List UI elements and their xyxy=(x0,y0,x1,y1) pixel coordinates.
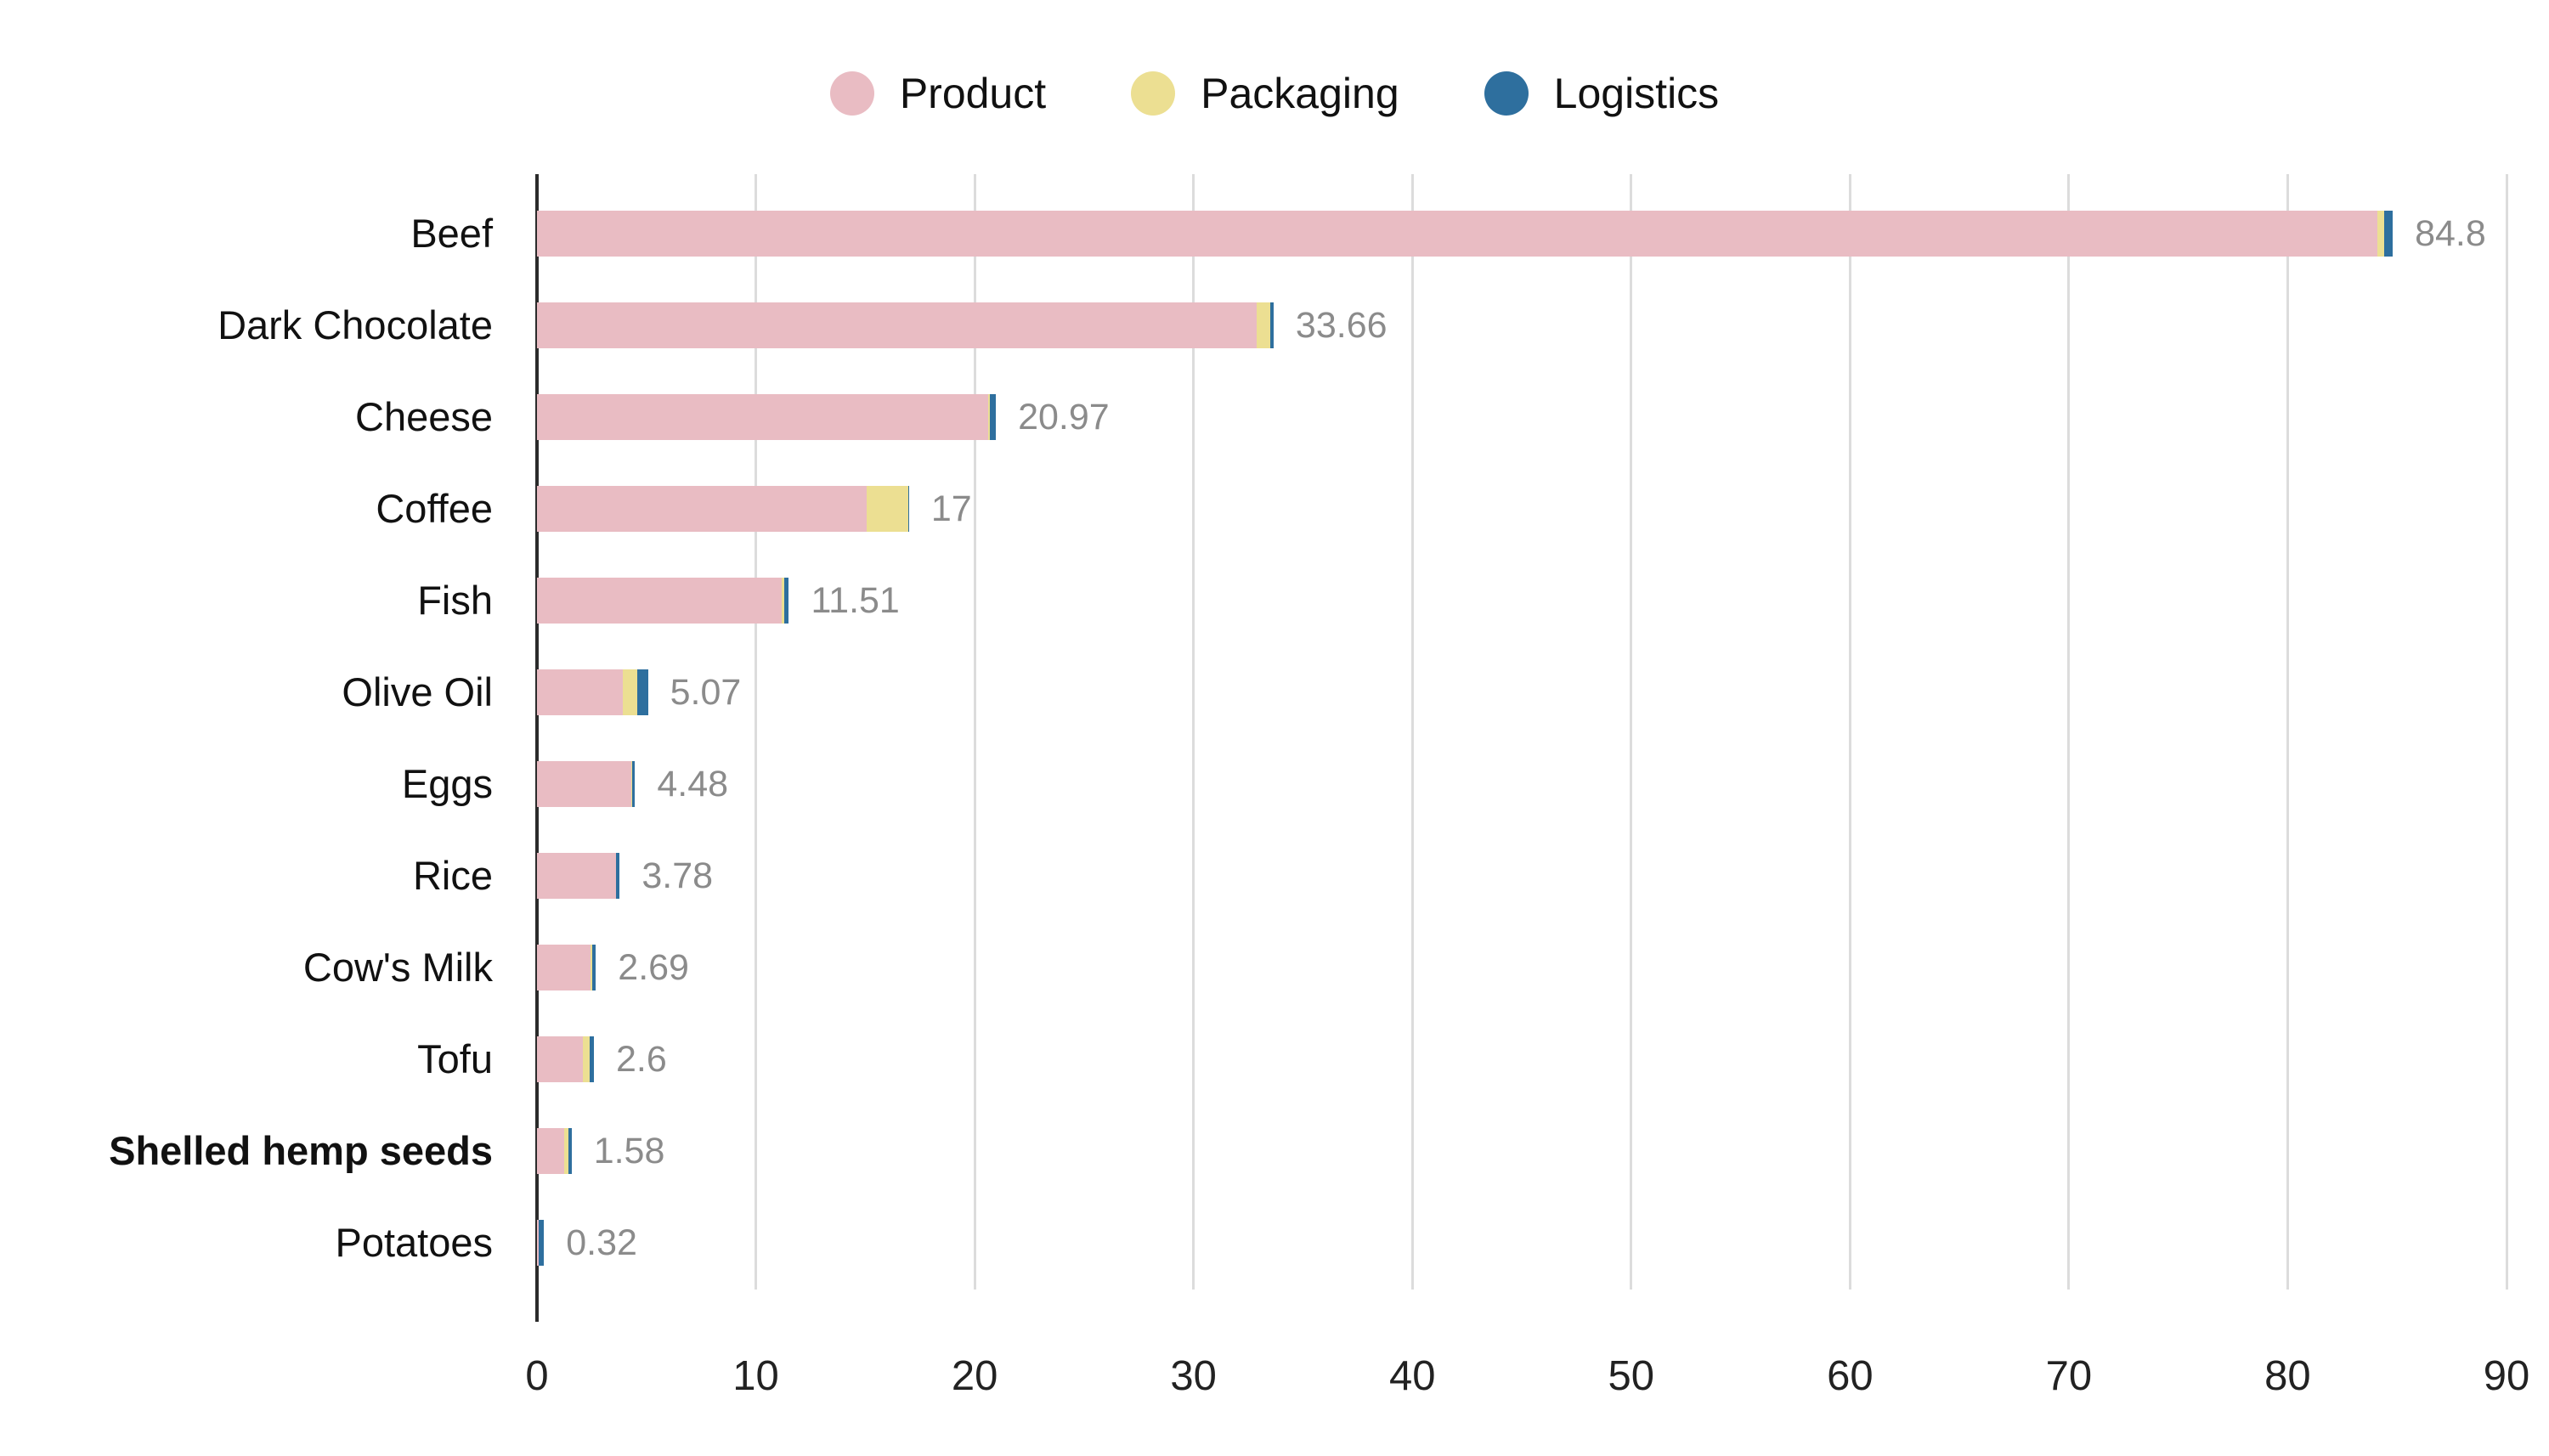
legend-label-logistics: Logistics xyxy=(1553,70,1720,117)
bar-segment-shelled-hemp-seeds-product xyxy=(537,1128,565,1174)
gridline-10 xyxy=(755,174,758,1290)
bar-segment-cheese-product xyxy=(537,394,988,440)
bar-segment-cow-s-milk-packaging xyxy=(591,945,592,990)
bar-segment-tofu-packaging xyxy=(583,1036,590,1082)
gridline-80 xyxy=(2286,174,2289,1290)
x-tick-label-40: 40 xyxy=(1388,1353,1436,1399)
gridline-50 xyxy=(1630,174,1633,1290)
bar-segment-olive-oil-logistics xyxy=(636,669,648,715)
y-axis-line xyxy=(535,174,539,1322)
category-label-rice: Rice xyxy=(412,853,493,898)
bar-segment-rice-packaging xyxy=(615,853,617,899)
bar-segment-potatoes-logistics xyxy=(539,1220,545,1266)
value-label-fish: 11.51 xyxy=(811,580,900,621)
x-tick-label-0: 0 xyxy=(525,1353,549,1399)
legend-item-logistics[interactable]: Logistics xyxy=(1484,68,1720,119)
legend-label-packaging: Packaging xyxy=(1201,70,1399,117)
legend-swatch-packaging-icon xyxy=(1131,71,1176,116)
x-tick-label-70: 70 xyxy=(2045,1353,2093,1399)
bar-segment-fish-product xyxy=(537,578,783,624)
bar-segment-eggs-logistics xyxy=(632,761,636,807)
bar-segment-cow-s-milk-product xyxy=(537,945,591,990)
bar-segment-eggs-product xyxy=(537,761,631,807)
bar-segment-cheese-logistics xyxy=(990,394,997,440)
bar-segment-olive-oil-product xyxy=(537,669,624,715)
x-tick-label-50: 50 xyxy=(1608,1353,1655,1399)
bar-segment-tofu-product xyxy=(537,1036,584,1082)
legend-item-product[interactable]: Product xyxy=(829,68,1047,119)
category-label-fish: Fish xyxy=(417,578,493,623)
bar-segment-dark-chocolate-packaging xyxy=(1257,302,1270,348)
gridline-20 xyxy=(973,174,976,1290)
bar-segment-potatoes-packaging xyxy=(538,1220,540,1266)
value-label-cow-s-milk: 2.69 xyxy=(618,947,689,988)
bar-segment-shelled-hemp-seeds-logistics xyxy=(568,1128,572,1174)
gridline-70 xyxy=(2067,174,2071,1290)
x-tick-label-80: 80 xyxy=(2264,1353,2311,1399)
value-label-rice: 3.78 xyxy=(641,855,714,896)
bar-segment-fish-logistics xyxy=(784,578,789,624)
value-label-shelled-hemp-seeds: 1.58 xyxy=(593,1131,665,1171)
legend-swatch-logistics-icon xyxy=(1484,71,1529,116)
value-label-coffee: 17 xyxy=(930,488,972,529)
x-tick-label-30: 30 xyxy=(1170,1353,1217,1399)
bar-segment-rice-logistics xyxy=(616,853,620,899)
bar-segment-coffee-packaging xyxy=(866,486,908,532)
bar-segment-coffee-product xyxy=(537,486,867,532)
value-label-dark-chocolate: 33.66 xyxy=(1295,305,1388,346)
x-tick-label-10: 10 xyxy=(732,1353,779,1399)
bar-segment-potatoes-product xyxy=(537,1220,539,1266)
category-label-cheese: Cheese xyxy=(355,394,493,439)
gridline-30 xyxy=(1192,174,1195,1290)
bar-segment-fish-packaging xyxy=(782,578,785,624)
legend-swatch-product-icon xyxy=(829,71,874,116)
bar-segment-tofu-logistics xyxy=(589,1036,594,1082)
category-label-eggs: Eggs xyxy=(401,761,493,806)
category-label-beef: Beef xyxy=(410,211,493,256)
bar-segment-dark-chocolate-product xyxy=(537,302,1258,348)
category-label-dark-chocolate: Dark Chocolate xyxy=(218,302,493,347)
x-tick-label-20: 20 xyxy=(951,1353,998,1399)
legend: Product Packaging Logistics xyxy=(0,68,2549,119)
gridline-60 xyxy=(1848,174,1851,1290)
bar-segment-coffee-logistics xyxy=(907,486,909,532)
legend-label-product: Product xyxy=(899,70,1047,117)
value-label-tofu: 2.6 xyxy=(615,1039,667,1080)
category-label-tofu: Tofu xyxy=(417,1036,493,1081)
bar-segment-cow-s-milk-logistics xyxy=(591,945,596,990)
category-label-coffee: Coffee xyxy=(376,486,493,531)
category-label-potatoes: Potatoes xyxy=(335,1220,493,1265)
category-label-olive-oil: Olive Oil xyxy=(342,669,493,714)
category-label-shelled-hemp-seeds: Shelled hemp seeds xyxy=(109,1128,493,1173)
bar-segment-cheese-packaging xyxy=(987,394,991,440)
bar-segment-rice-product xyxy=(537,853,616,899)
gridline-40 xyxy=(1410,174,1414,1290)
bar-segment-beef-product xyxy=(537,211,2378,257)
category-label-cow-s-milk: Cow's Milk xyxy=(302,945,493,990)
legend-item-packaging[interactable]: Packaging xyxy=(1131,68,1399,119)
x-tick-label-90: 90 xyxy=(2483,1353,2530,1399)
value-label-potatoes: 0.32 xyxy=(566,1222,637,1263)
bar-segment-olive-oil-packaging xyxy=(623,669,637,715)
x-tick-label-60: 60 xyxy=(1827,1353,1874,1399)
value-label-cheese: 20.97 xyxy=(1018,397,1110,437)
bar-segment-dark-chocolate-logistics xyxy=(1269,302,1274,348)
value-label-olive-oil: 5.07 xyxy=(670,672,742,713)
bar-segment-beef-logistics xyxy=(2383,211,2394,257)
value-label-eggs: 4.48 xyxy=(657,764,729,804)
value-label-beef: 84.8 xyxy=(2415,213,2486,254)
bar-segment-beef-packaging xyxy=(2377,211,2384,257)
bar-segment-eggs-packaging xyxy=(630,761,633,807)
gridline-90 xyxy=(2505,174,2508,1290)
bar-segment-shelled-hemp-seeds-packaging xyxy=(564,1128,568,1174)
